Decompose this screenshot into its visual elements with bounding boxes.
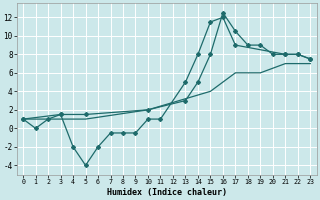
X-axis label: Humidex (Indice chaleur): Humidex (Indice chaleur) — [107, 188, 227, 197]
